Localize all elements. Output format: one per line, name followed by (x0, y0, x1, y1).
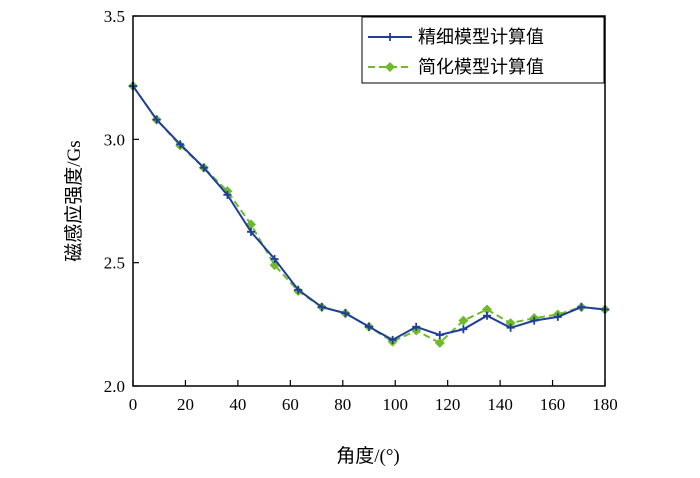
data-point (577, 303, 586, 312)
data-point (553, 312, 562, 321)
x-tick-label: 40 (229, 395, 246, 414)
series-line (132, 85, 606, 342)
data-point (412, 322, 421, 331)
data-point (199, 163, 208, 172)
x-tick-label: 120 (435, 395, 461, 414)
legend-label: 精细模型计算值 (418, 27, 544, 47)
data-point (506, 323, 515, 332)
y-tick-label: 3.5 (104, 7, 125, 26)
x-tick-label: 160 (540, 395, 566, 414)
series-line (132, 85, 606, 345)
data-point (530, 316, 539, 325)
data-point (388, 335, 397, 344)
x-tick-label: 80 (334, 395, 351, 414)
data-point (365, 322, 373, 331)
y-axis-label: 磁感应强度/Gs (63, 140, 85, 261)
data-point (247, 227, 255, 236)
x-tick-label: 180 (592, 395, 618, 414)
data-point (459, 325, 468, 334)
data-point (435, 330, 444, 339)
legend-item: 简化模型计算值 (368, 57, 544, 77)
data-point (270, 254, 279, 263)
data-point (294, 285, 303, 294)
x-tick-label: 140 (487, 395, 513, 414)
data-point (223, 190, 232, 199)
x-axis-label: 角度/(°) (336, 445, 400, 467)
data-point (385, 62, 395, 72)
y-tick-label: 2.5 (104, 254, 125, 273)
x-tick-label: 100 (382, 395, 408, 414)
data-point (152, 115, 161, 124)
x-tick-label: 0 (129, 395, 138, 414)
data-point (458, 315, 469, 326)
x-tick-label: 20 (177, 395, 194, 414)
data-point (482, 304, 492, 315)
data-point (176, 140, 185, 149)
series-0 (129, 82, 609, 344)
x-tick-label: 60 (282, 395, 299, 414)
legend-item: 精细模型计算值 (368, 27, 544, 47)
data-point (341, 309, 350, 318)
y-tick-label: 3.0 (104, 130, 125, 149)
data-point (483, 311, 491, 320)
data-point (434, 337, 445, 348)
series-1 (128, 81, 610, 348)
data-point (317, 303, 326, 312)
y-tick-label: 2.0 (104, 377, 125, 396)
data-point (386, 33, 394, 41)
plot-frame (132, 15, 606, 387)
legend-label: 简化模型计算值 (418, 57, 544, 77)
